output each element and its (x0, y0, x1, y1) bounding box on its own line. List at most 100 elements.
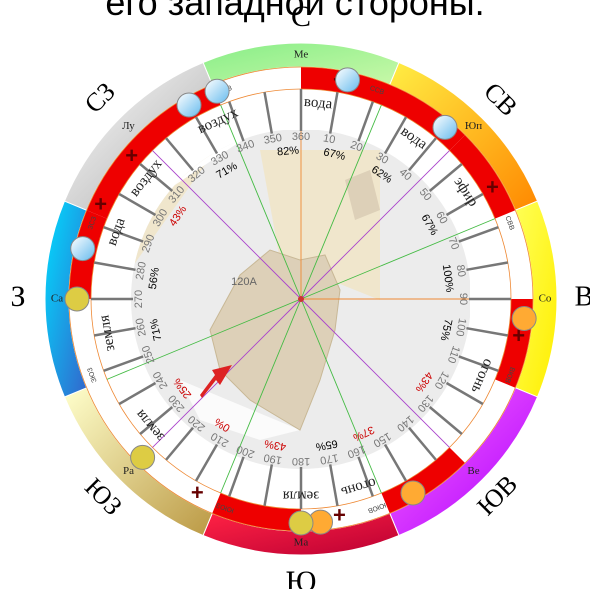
sector-code: ССВ (369, 85, 386, 97)
degree-label: 280 (134, 261, 149, 281)
degree-tick (466, 261, 509, 272)
degree-tick (118, 381, 157, 406)
degree-label: 200 (235, 443, 256, 461)
compass-direction: З (10, 280, 25, 313)
degree-label: 160 (346, 443, 367, 461)
degree-tick (428, 406, 463, 435)
degree-tick (328, 91, 339, 134)
degree-tick (103, 226, 144, 243)
planet-label: Со (539, 293, 552, 305)
degree-label: 30 (374, 150, 391, 167)
element-label: вода (303, 94, 333, 112)
degree-tick (194, 116, 219, 155)
degree-label: 20 (349, 139, 365, 154)
degree-tick (93, 261, 136, 272)
degree-tick (93, 326, 136, 337)
degree-tick (263, 464, 274, 507)
degree-tick (118, 192, 157, 217)
map-building-label: 120A (231, 276, 257, 288)
degree-label: 260 (134, 317, 149, 337)
degree-tick (194, 443, 219, 482)
water-icon (335, 67, 361, 93)
degree-tick (328, 464, 339, 507)
degree-label: 110 (445, 344, 462, 365)
degree-tick (139, 163, 174, 192)
degree-tick (466, 326, 509, 337)
plus-mark: + (94, 191, 107, 216)
axis-line (220, 104, 302, 300)
grass-icon (64, 286, 90, 312)
degree-tick (263, 91, 274, 134)
degree-tick (357, 101, 374, 142)
degree-label: 170 (319, 451, 339, 466)
percentage-value: 75% (438, 318, 454, 342)
degree-label: 190 (263, 451, 283, 466)
water-icon (176, 92, 202, 118)
planet-label: Ма (294, 537, 309, 549)
percentage-value: 82% (277, 145, 300, 159)
degree-tick (165, 426, 194, 461)
degree-label: 250 (140, 344, 158, 365)
degree-label: 270 (133, 290, 145, 308)
fire-icon (400, 480, 426, 506)
red-sector-band (212, 493, 301, 531)
compass-direction: Ю (286, 565, 317, 589)
degree-tick (428, 163, 463, 192)
degree-tick (165, 137, 194, 172)
element-label: земля (283, 488, 320, 504)
sector-code: ЗСЗ (87, 216, 98, 231)
planet-label: Лу (122, 120, 135, 132)
compass-direction: СЗ (79, 77, 121, 119)
grass-icon (288, 510, 314, 536)
degree-label: 340 (235, 138, 256, 156)
plus-mark: + (486, 174, 499, 199)
axis-line (300, 150, 450, 300)
center-point (298, 296, 304, 302)
planet-label: Ра (123, 465, 134, 477)
axis-line (220, 298, 302, 494)
grass-icon (130, 444, 156, 470)
compass-direction: СВ (478, 77, 523, 122)
building-footprint (345, 170, 380, 220)
degree-tick (408, 426, 437, 461)
degree-tick (383, 443, 408, 482)
axis-line (152, 150, 302, 300)
building-footprint (209, 249, 341, 431)
plus-mark: + (125, 143, 138, 168)
degree-label: 100 (453, 317, 468, 337)
water-icon (70, 236, 96, 262)
sector-code: ЗЮЗ (87, 366, 99, 383)
degree-label: 90 (457, 293, 469, 305)
percentage-value: 56% (147, 266, 162, 290)
percentage-value: 43% (263, 437, 287, 453)
caption-text: его западной стороны. (105, 0, 485, 23)
percentage-value: 65% (315, 437, 339, 453)
degree-label: 70 (446, 236, 461, 252)
fire-icon (511, 306, 537, 332)
degree-tick (458, 355, 499, 372)
degree-label: 360 (292, 131, 310, 143)
compass-direction: В (575, 281, 590, 312)
red-sector-band (449, 134, 516, 219)
degree-label: 350 (263, 132, 283, 147)
percentage-value: 100% (440, 264, 456, 294)
red-sector-band (86, 84, 221, 219)
plus-mark: + (191, 480, 204, 505)
map-road (180, 380, 300, 440)
element-label: земля (96, 314, 118, 353)
degree-tick (445, 192, 484, 217)
degree-tick (357, 456, 374, 497)
water-icon (432, 114, 458, 140)
axis-line (106, 298, 302, 380)
degree-tick (445, 381, 484, 406)
sector-code: СВВ (504, 215, 516, 231)
degree-tick (103, 355, 144, 372)
planet-label: Ве (467, 465, 479, 477)
axis-line (300, 104, 382, 300)
compass-direction: С (291, 0, 311, 33)
degree-tick (139, 406, 174, 435)
degree-label: 60 (433, 210, 450, 227)
degree-tick (383, 116, 408, 155)
axis-line (300, 218, 496, 300)
